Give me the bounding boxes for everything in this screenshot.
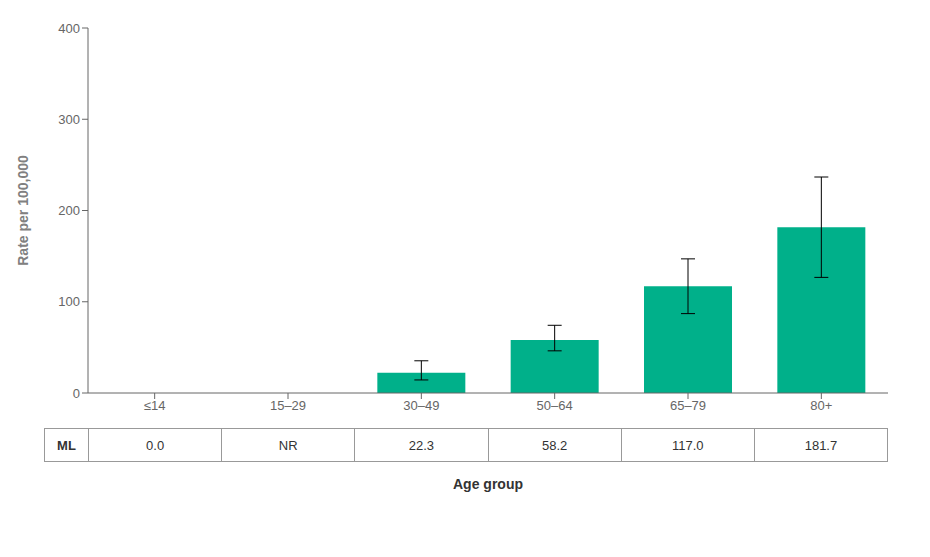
html-text:58.2: 58.2 [541,437,568,453]
svg-text:30–49: 30–49 [403,398,439,413]
svg-text:15–29: 15–29 [270,398,306,413]
html-text:ML: ML [57,437,76,453]
html-text:0.0: 0.0 [146,437,165,453]
html-text:22.3: 22.3 [408,437,435,453]
svg-text:65–79: 65–79 [670,398,706,413]
html-text:181.7: 181.7 [804,437,838,453]
svg-text:100: 100 [58,294,80,309]
svg-text:300: 300 [58,112,80,127]
html-text:Age group: Age group [453,476,523,492]
svg-text:200: 200 [58,203,80,218]
html-text:117.0: 117.0 [672,437,704,453]
svg-text:≤14: ≤14 [144,398,166,413]
html-text:NR: NR [278,437,298,453]
svg-text:Rate per 100,000: Rate per 100,000 [15,155,31,266]
svg-text:0: 0 [73,386,80,401]
svg-text:50–64: 50–64 [537,398,573,413]
svg-text:80+: 80+ [810,398,832,413]
svg-text:400: 400 [58,21,80,36]
